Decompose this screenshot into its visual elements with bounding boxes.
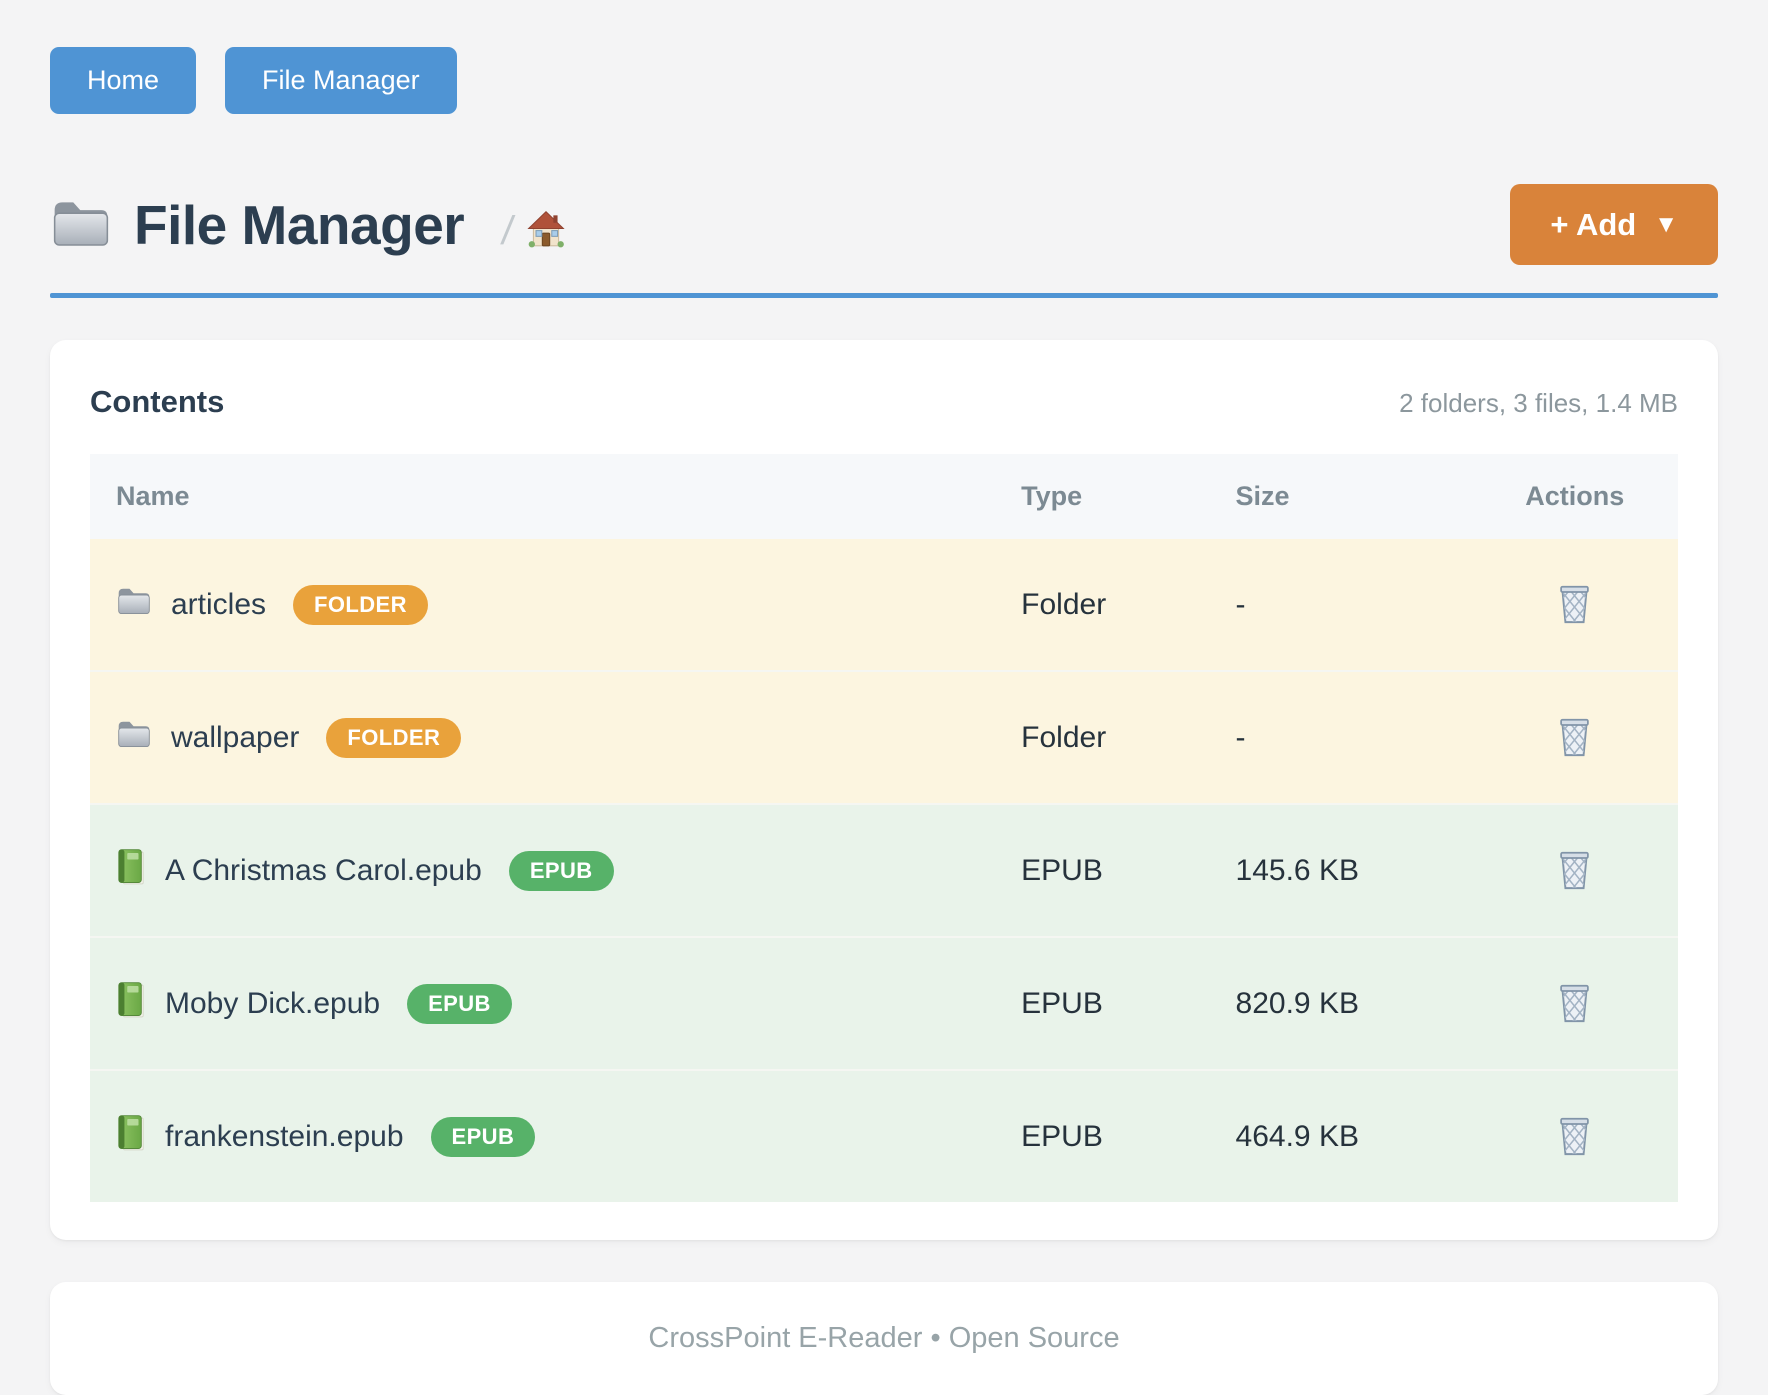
table-row[interactable]: wallpaper FOLDER Folder - [90,671,1678,805]
green-book-icon [116,848,146,894]
file-name: frankenstein.epub [165,1119,404,1153]
trash-icon [1557,980,1592,1027]
column-header-size: Size [1209,454,1472,539]
footer-text: CrossPoint E-Reader • Open Source [648,1322,1120,1354]
file-type: EPUB [995,937,1210,1071]
epub-badge: EPUB [430,1116,536,1157]
trash-icon [1557,714,1592,761]
folder-icon [50,196,112,254]
delete-button[interactable] [1553,843,1596,898]
page-header: File Manager / + Add ▼ [50,184,1718,265]
trash-icon [1557,1113,1592,1160]
delete-button[interactable] [1553,577,1596,632]
table-header-row: Name Type Size Actions [90,454,1678,539]
page-title: File Manager [134,193,465,256]
title-divider [50,293,1718,298]
file-size: - [1209,671,1472,805]
file-manager-button[interactable]: File Manager [225,47,457,114]
file-size: - [1209,539,1472,672]
file-type: Folder [995,539,1210,672]
epub-badge: EPUB [407,983,512,1024]
trash-icon [1557,581,1592,628]
file-size: 464.9 KB [1209,1070,1472,1202]
green-book-icon [116,1114,146,1160]
column-header-actions: Actions [1471,454,1678,539]
file-size: 145.6 KB [1209,804,1472,938]
folder-badge: FOLDER [293,584,428,625]
trash-icon [1557,847,1592,894]
delete-button[interactable] [1553,976,1596,1031]
file-name: Moby Dick.epub [165,986,381,1020]
add-button[interactable]: + Add ▼ [1510,184,1718,265]
file-name: wallpaper [171,720,300,754]
folder-badge: FOLDER [326,717,462,758]
file-type: EPUB [995,1070,1210,1202]
breadcrumb: / [499,208,567,255]
file-type: Folder [995,671,1210,805]
column-header-type: Type [995,454,1210,539]
table-row[interactable]: A Christmas Carol.epub EPUB EPUB 145.6 K… [90,804,1678,938]
folder-icon [116,585,152,624]
table-row[interactable]: frankenstein.epub EPUB EPUB 464.9 KB [90,1070,1678,1202]
epub-badge: EPUB [508,850,614,891]
file-size: 820.9 KB [1209,937,1472,1071]
column-header-name: Name [90,454,996,539]
green-book-icon [116,981,146,1027]
footer: CrossPoint E-Reader • Open Source [50,1282,1718,1395]
file-table: Name Type Size Actions articles FOLDER F… [90,454,1678,1202]
contents-summary: 2 folders, 3 files, 1.4 MB [1399,388,1678,418]
delete-button[interactable] [1553,1109,1596,1164]
contents-title: Contents [90,384,225,419]
chevron-down-icon: ▼ [1654,210,1678,238]
top-nav: Home File Manager [50,47,1718,114]
file-type: EPUB [995,804,1210,938]
home-button[interactable]: Home [50,47,197,114]
breadcrumb-separator: / [499,209,517,253]
folder-icon [116,718,152,757]
file-name: articles [171,587,267,621]
house-icon[interactable] [525,208,567,255]
add-button-label: + Add [1550,207,1637,242]
file-name: A Christmas Carol.epub [165,853,482,887]
contents-card: Contents 2 folders, 3 files, 1.4 MB Name… [50,340,1718,1240]
table-row[interactable]: articles FOLDER Folder - [90,539,1678,672]
delete-button[interactable] [1553,710,1596,765]
table-row[interactable]: Moby Dick.epub EPUB EPUB 820.9 KB [90,937,1678,1071]
